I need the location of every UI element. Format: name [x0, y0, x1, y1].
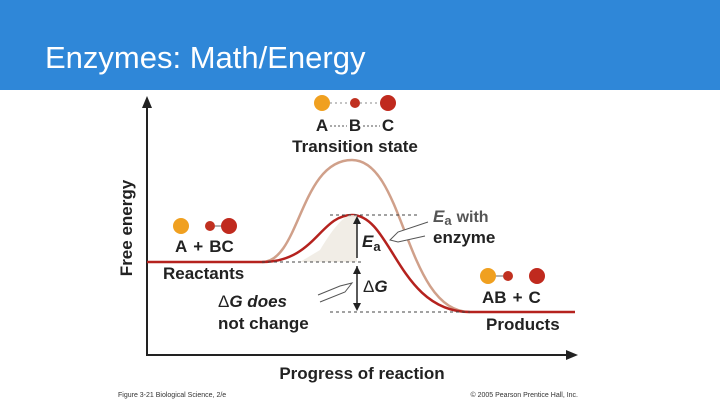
pointing-hand [317, 282, 354, 303]
dg-note-text: G does [229, 292, 287, 311]
ea-subscript: a [373, 239, 381, 254]
formula-part: + [513, 288, 523, 307]
diagram: Free energy Progress of reaction A B C T… [117, 95, 578, 399]
dg-arrowhead [353, 266, 361, 274]
enzyme-label-line: enzyme [433, 228, 495, 247]
ea-label: Ea [362, 232, 381, 254]
ea-subscript: a [444, 213, 452, 228]
y-axis-arrow [142, 96, 152, 108]
figure-credit: Figure 3-21 Biological Science, 2/e [118, 392, 226, 399]
uncatalyzed-curve [261, 158, 471, 314]
delta-symbol: Δ [218, 292, 229, 311]
slide-title: Enzymes: Math/Energy [45, 40, 366, 75]
formula-part: C [529, 288, 541, 307]
atom-b [205, 221, 215, 231]
ea-arrowhead [353, 216, 361, 224]
atom-label: C [382, 116, 394, 135]
products-formula: AB + C [482, 288, 541, 307]
atom-c [380, 95, 396, 111]
title-bar [0, 0, 720, 90]
formula-part: AB [482, 288, 507, 307]
atom-a [173, 218, 189, 234]
pointing-hand [389, 221, 429, 243]
enzyme-label-line: with [456, 209, 489, 226]
x-axis-label: Progress of reaction [279, 364, 444, 383]
atom-label: B [349, 116, 361, 135]
atom-label: A [316, 116, 328, 135]
delta-symbol: Δ [363, 277, 374, 296]
dg-note-line: ΔG does [218, 292, 287, 311]
copyright: © 2005 Pearson Prentice Hall, Inc. [471, 391, 579, 399]
products-label: Products [486, 315, 560, 334]
enzyme-ea: Ea with [433, 207, 489, 228]
dg-letter: G [374, 277, 387, 296]
atom-c [221, 218, 237, 234]
dg-arrowhead [353, 303, 361, 311]
dg-note-line: not change [218, 314, 309, 333]
reactants-formula: A + BC [175, 237, 234, 256]
y-axis-label: Free energy [117, 179, 136, 276]
ea-symbol: E [433, 207, 445, 226]
atom-a [480, 268, 496, 284]
reactants-label: Reactants [163, 264, 244, 283]
ea-symbol: E [362, 232, 374, 251]
x-axis-arrow [566, 350, 578, 360]
formula-part: BC [209, 237, 234, 256]
atom-a [314, 95, 330, 111]
formula-part: + [193, 237, 203, 256]
dg-label: ΔG [363, 277, 388, 296]
formula-part: A [175, 237, 187, 256]
atom-b [350, 98, 360, 108]
transition-state-label: Transition state [292, 137, 418, 156]
atom-c [529, 268, 545, 284]
atom-b [503, 271, 513, 281]
ea-shading [300, 215, 357, 262]
